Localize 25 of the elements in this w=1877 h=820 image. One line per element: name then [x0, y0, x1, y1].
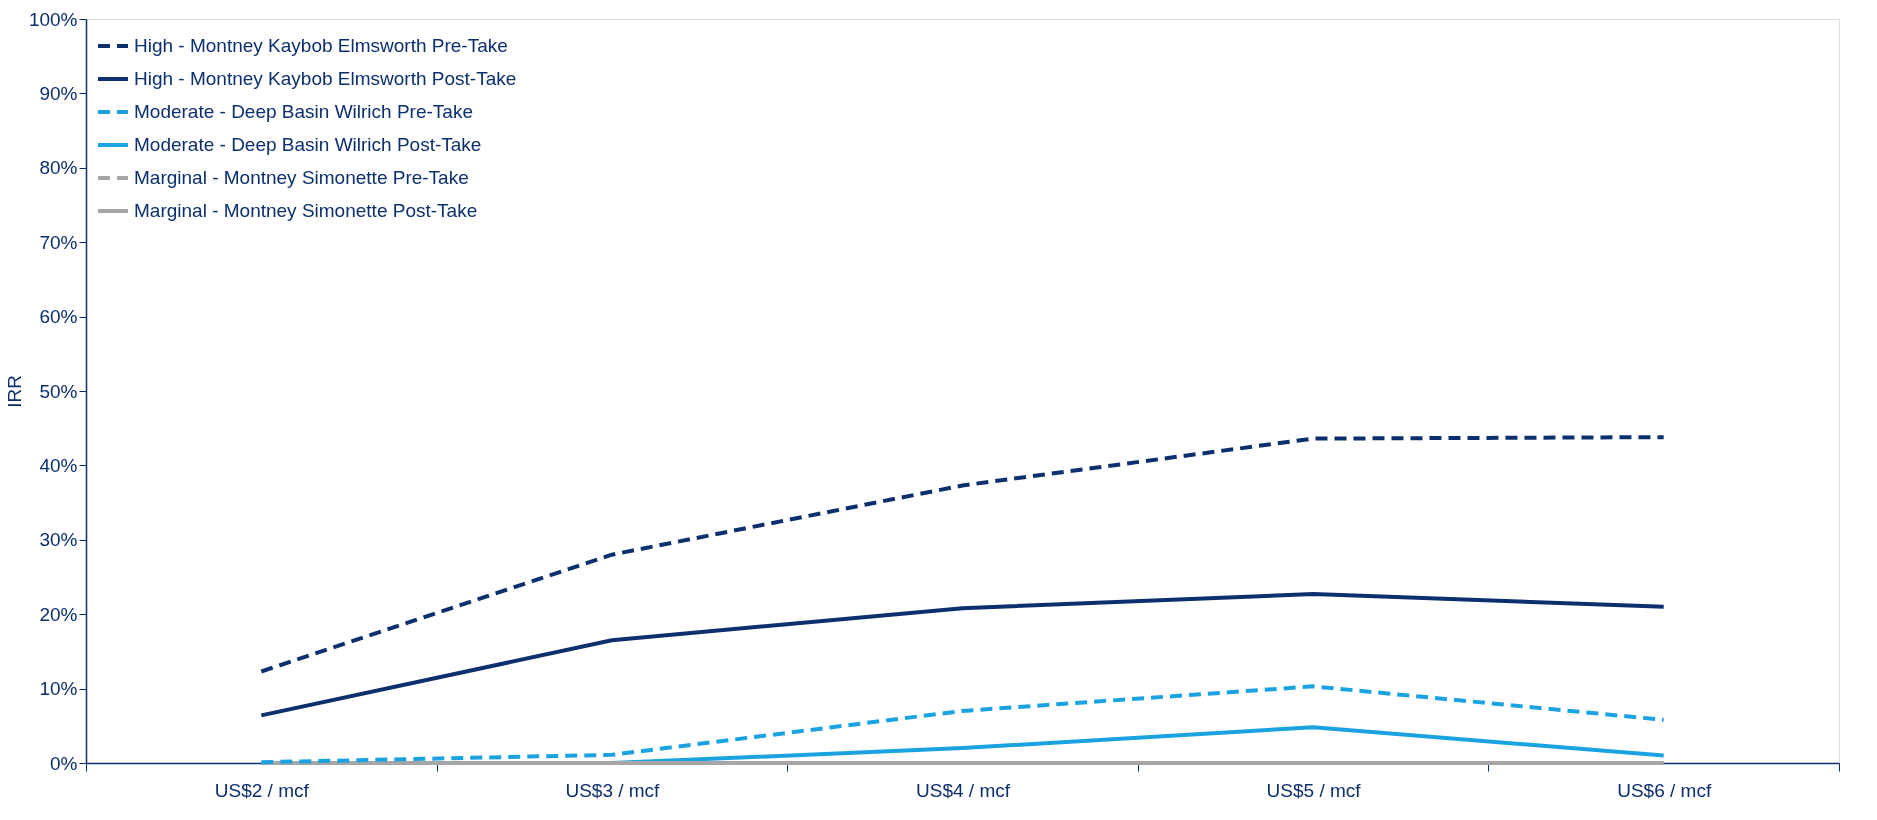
y-tick-label: 100% [28, 8, 78, 30]
legend-label: High - Montney Kaybob Elmsworth Post-Take [134, 68, 517, 89]
x-tick-label: US$4 / mcf [916, 779, 1011, 801]
x-tick-label: US$3 / mcf [565, 779, 661, 801]
x-tick-label: US$6 / mcf [1617, 779, 1712, 801]
y-axis-title: IRR [3, 375, 25, 408]
legend-label: Moderate - Deep Basin Wilrich Pre-Take [134, 101, 473, 122]
y-tick-label: 10% [39, 678, 78, 700]
y-tick-label: 60% [39, 306, 78, 328]
y-tick-label: 50% [39, 380, 78, 402]
x-tick-label: US$5 / mcf [1266, 779, 1362, 801]
y-tick-label: 0% [50, 752, 78, 774]
y-tick-label: 90% [39, 82, 78, 104]
y-tick-label: 20% [39, 603, 78, 625]
legend-label: Marginal - Montney Simonette Post-Take [134, 200, 478, 221]
legend-label: High - Montney Kaybob Elmsworth Pre-Take [134, 35, 508, 56]
y-tick-label: 70% [39, 231, 78, 253]
y-tick-label: 30% [39, 529, 78, 551]
y-tick-label: 40% [39, 454, 78, 476]
line-series [259, 435, 1666, 674]
legend-label: Marginal - Montney Simonette Pre-Take [134, 167, 469, 188]
legend-label: Moderate - Deep Basin Wilrich Post-Take [134, 134, 482, 155]
y-tick-label: 80% [39, 157, 78, 179]
x-tick-label: US$2 / mcf [214, 779, 310, 801]
line-series [259, 592, 1666, 718]
